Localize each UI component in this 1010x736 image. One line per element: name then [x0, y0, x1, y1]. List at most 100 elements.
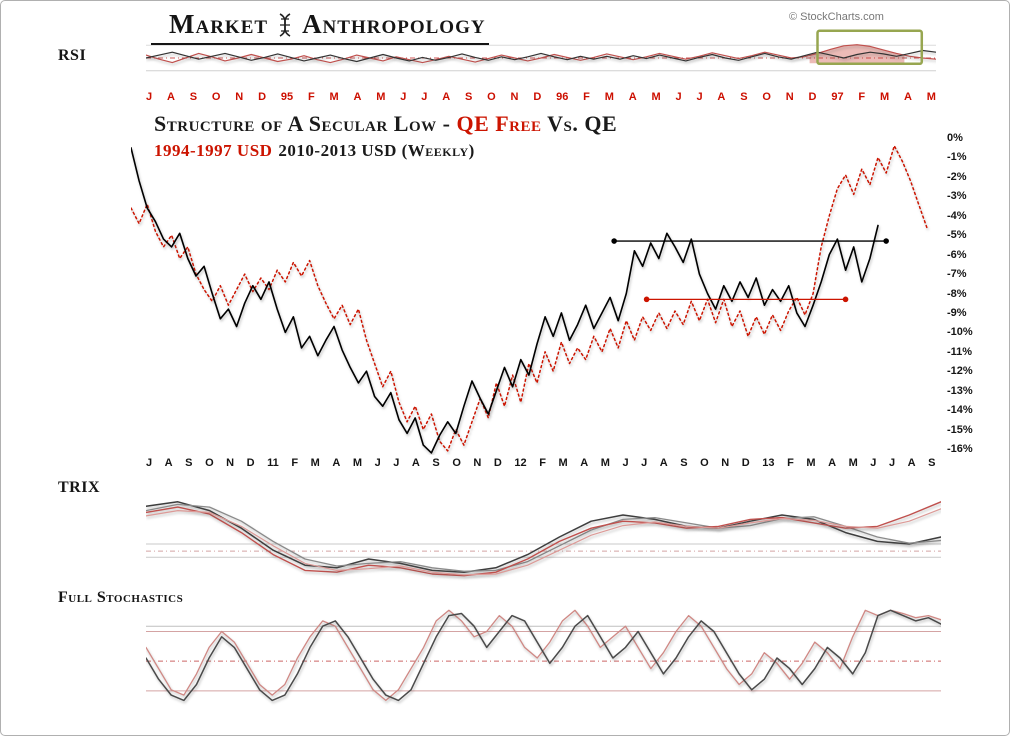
series-stochastics-2010-2013 — [146, 609, 941, 702]
axis-tick-label: O — [700, 457, 709, 469]
axis-tick-label: M — [879, 91, 890, 103]
axis-tick-label: M — [926, 91, 936, 103]
reference-line-dot — [842, 296, 849, 303]
axis-tick-label: S — [189, 91, 198, 103]
axis-tick-label: A — [659, 457, 668, 469]
axis-tick-label: S — [185, 457, 193, 469]
axis-tick-label: M — [600, 457, 610, 469]
y-axis-tick-label: 0% — [947, 132, 963, 144]
rsi-panel-label: RSI — [58, 47, 87, 64]
axis-tick-label: A — [907, 457, 916, 469]
reference-line-dot — [643, 296, 650, 303]
axis-tick-label: 11 — [267, 457, 279, 469]
axis-tick-label: D — [258, 91, 267, 103]
axis-tick-label: A — [166, 91, 175, 103]
chart-title: Structure of A Secular Low - QE Free Vs.… — [154, 111, 617, 137]
subtitle-rest: 2010-2013 USD (Weekly) — [278, 141, 475, 160]
chart-subtitle: 1994-1997 USD 2010-2013 USD (Weekly) — [154, 141, 475, 161]
axis-tick-label: M — [376, 91, 386, 103]
brand-logo: Market Anthropology — [169, 9, 486, 40]
series-rsi-2010-2013 — [146, 49, 936, 63]
axis-tick-label: S — [928, 457, 936, 469]
y-axis-tick-label: -16% — [947, 443, 973, 456]
axis-tick-label: O — [487, 91, 496, 103]
axis-tick-label: F — [539, 457, 546, 469]
brand-underline — [151, 43, 489, 45]
axis-tick-label: 95 — [280, 91, 294, 103]
y-axis-tick-label: -15% — [947, 423, 973, 436]
axis-tick-label: S — [680, 457, 688, 469]
axis-tick-label: 96 — [556, 91, 569, 103]
axis-tick-label: F — [787, 457, 794, 469]
axis-tick-label: A — [717, 91, 726, 103]
reference-line-dot — [883, 238, 889, 244]
y-axis-tick-label: -10% — [947, 326, 973, 339]
series-1994-1997-usd — [131, 145, 928, 452]
axis-tick-label: D — [808, 91, 817, 103]
y-axis-tick-label: -7% — [947, 268, 967, 281]
axis-tick-label: 97 — [831, 91, 844, 103]
axis-tick-label: A — [164, 457, 173, 469]
axis-tick-label: F — [291, 457, 299, 469]
brand-text-right: Anthropology — [302, 9, 486, 39]
axis-tick-label: 12 — [514, 457, 527, 469]
axis-tick-label: A — [828, 457, 837, 469]
axis-tick-label: N — [226, 457, 235, 469]
subtitle-accent: 1994-1997 USD — [154, 141, 273, 160]
axis-tick-label: S — [432, 457, 440, 469]
axis-tick-label: A — [353, 91, 362, 103]
stochastics-panel-label: Full Stochastics — [58, 589, 184, 606]
title-accent: QE Free — [456, 111, 542, 136]
title-prefix: Structure of A Secular Low - — [154, 111, 457, 136]
axis-tick-label: S — [740, 91, 748, 103]
axis-tick-label: J — [870, 457, 877, 469]
axis-tick-label: 13 — [762, 457, 775, 469]
axis-tick-label: A — [332, 457, 341, 469]
axis-tick-label: N — [510, 91, 519, 103]
series-rsi-1994-1997 — [146, 44, 936, 64]
axis-tick-label: S — [464, 91, 473, 103]
y-axis-tick-label: -2% — [947, 170, 967, 183]
axis-tick-label: A — [411, 457, 420, 469]
axis-tick-label: N — [473, 457, 482, 469]
axis-tick-label: F — [307, 91, 315, 103]
axis-tick-label: M — [651, 91, 661, 103]
axis-tick-label: J — [888, 457, 896, 469]
y-axis-tick-label: -1% — [947, 151, 967, 164]
series-trix-2010-2013 — [146, 501, 941, 573]
y-axis-tick-label: -11% — [947, 345, 973, 358]
axis-tick-label: M — [558, 457, 568, 469]
axis-tick-label: J — [400, 91, 407, 103]
axis-tick-label: J — [421, 91, 428, 103]
axis-tick-label: N — [721, 457, 730, 469]
axis-tick-label: F — [858, 91, 866, 103]
y-axis-tick-label: -12% — [947, 365, 973, 378]
stochastics-chart — [146, 609, 941, 702]
series-stochastics-1994-1997 — [146, 609, 941, 702]
axis-tick-label: M — [604, 91, 614, 103]
main-chart — [131, 145, 928, 454]
axis-tick-label: M — [806, 457, 816, 469]
axis-tick-label: J — [374, 457, 381, 469]
y-axis-tick-label: -8% — [947, 287, 967, 300]
axis-tick-label: J — [146, 457, 153, 469]
axis-tick-label: D — [741, 457, 750, 469]
axis-tick-label: M — [310, 457, 320, 469]
rsi-chart — [146, 29, 936, 72]
axis-tick-label: O — [211, 91, 221, 103]
axis-tick-label: D — [493, 457, 502, 469]
axis-tick-label: F — [583, 91, 590, 103]
trix-panel-label: TRIX — [58, 479, 101, 496]
axis-tick-label: O — [762, 91, 771, 103]
axis-tick-label: A — [903, 91, 912, 103]
y-axis-tick-label: -6% — [947, 248, 967, 261]
axis-tick-label: N — [235, 91, 244, 103]
axis-tick-label: J — [146, 91, 153, 103]
axis-tick-label: J — [393, 457, 400, 469]
y-axis-tick-label: -5% — [947, 229, 967, 242]
reference-line-dot — [611, 238, 617, 244]
axis-tick-label: J — [641, 457, 648, 469]
y-axis-tick-label: -14% — [947, 404, 973, 417]
y-axis-tick-label: -4% — [947, 209, 967, 222]
